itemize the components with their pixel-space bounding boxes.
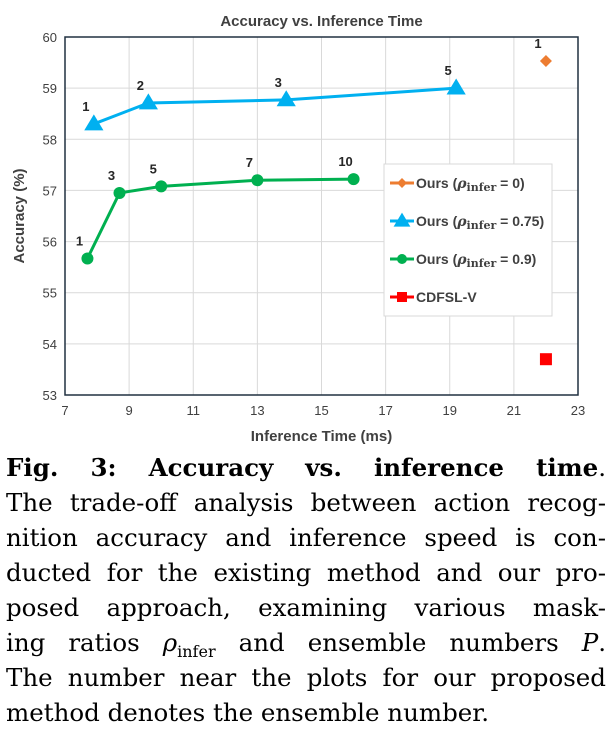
- circle-marker: [347, 173, 360, 186]
- fig-label: Fig. 3:: [6, 453, 117, 482]
- y-tick-label: 54: [43, 337, 57, 352]
- accuracy-vs-inference-chart: 7 9 11 13 15 17 19 21 235354555657585960Accuracy…: [11, 13, 585, 445]
- y-tick-label: 60: [43, 30, 57, 45]
- triangle-marker: [393, 212, 411, 227]
- x-tick-label: 21: [507, 403, 521, 418]
- y-tick-label: 53: [43, 388, 57, 403]
- x-tick-label: 13: [250, 403, 264, 418]
- figure-caption: Fig. 3: Accuracy vs. inference time. The…: [6, 450, 606, 730]
- square-marker: [539, 353, 552, 366]
- data-label: 1: [82, 99, 89, 114]
- caption-line: ing ratios ρinfer and ensemble numbers P…: [6, 628, 606, 661]
- y-tick-label: 58: [43, 132, 57, 147]
- caption-line: nition accuracy and inference speed is c…: [6, 523, 606, 552]
- caption-line: The number near the plots for our propos…: [6, 663, 606, 692]
- data-label: 5: [445, 63, 452, 78]
- x-tick-label: 9: [126, 403, 133, 418]
- triangle-marker: [138, 93, 158, 110]
- legend-entry: Ours (ρinfer = 0.75): [416, 213, 544, 232]
- fig-title: Accuracy vs. inference time: [116, 453, 599, 482]
- circle-marker: [113, 186, 126, 199]
- series-line: [93, 86, 457, 126]
- x-tick-label: 11: [187, 403, 201, 418]
- y-tick-label: 57: [43, 183, 57, 198]
- caption-line: The trade-off analysis between action re…: [6, 488, 606, 517]
- x-tick-label: 23: [571, 403, 585, 418]
- caption-line: ducted for the existing method and our p…: [6, 558, 606, 587]
- series-line: [86, 177, 354, 260]
- y-tick-label: 55: [43, 286, 57, 301]
- triangle-marker: [276, 90, 296, 107]
- legend-box: [383, 163, 553, 317]
- caption-line: method denotes the ensemble number.: [6, 698, 490, 727]
- circle-marker: [155, 180, 168, 193]
- y-tick-label: 56: [43, 235, 57, 250]
- circle-marker: [251, 174, 264, 187]
- plot-frame: [64, 36, 579, 396]
- legend-entry: CDFSL-V: [416, 289, 477, 305]
- caption-line: posed approach, examining various mask-: [6, 593, 606, 622]
- square-marker: [397, 292, 407, 302]
- data-label: 2: [137, 78, 144, 93]
- data-label: 1: [534, 36, 541, 51]
- data-label: 1: [76, 233, 83, 248]
- data-label: 3: [275, 75, 282, 90]
- diamond-marker: [539, 55, 552, 68]
- y-tick-label: 59: [43, 81, 57, 96]
- chart-title: Accuracy vs. Inference Time: [220, 13, 422, 30]
- data-label: 7: [246, 155, 253, 170]
- x-tick-label: 15: [314, 403, 328, 418]
- x-tick-label: 7: [61, 403, 68, 418]
- data-label: 10: [338, 154, 352, 169]
- legend-entry: Ours (ρinfer = 0.9): [416, 251, 536, 270]
- x-axis-label: Inference Time (ms): [251, 428, 392, 445]
- y-axis-label: Accuracy (%): [11, 168, 28, 263]
- triangle-marker: [84, 114, 104, 131]
- x-tick-label: 17: [378, 403, 392, 418]
- triangle-marker: [446, 78, 466, 95]
- data-label: 5: [150, 161, 157, 176]
- circle-marker: [81, 252, 94, 265]
- caption-title-line: Fig. 3: Accuracy vs. inference time.: [6, 453, 607, 482]
- data-label: 3: [108, 168, 115, 183]
- x-tick-label: 19: [443, 403, 457, 418]
- diamond-marker: [397, 178, 407, 188]
- legend-entry: Ours (ρinfer = 0): [416, 175, 525, 194]
- circle-marker: [397, 254, 407, 264]
